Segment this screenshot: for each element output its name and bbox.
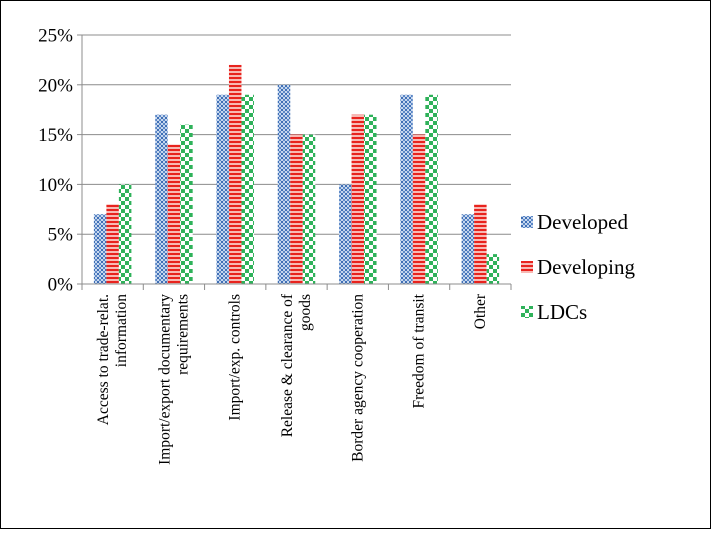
y-tick-label: 25%: [38, 26, 73, 47]
legend-swatch-developing: [521, 261, 533, 273]
bar-developing: [106, 204, 119, 284]
y-tick-label: 5%: [48, 225, 74, 246]
y-tick-label: 20%: [38, 75, 73, 96]
bar-ldcs: [486, 254, 500, 284]
bar-ldcs: [241, 94, 254, 284]
bar-developed: [277, 84, 291, 284]
bar-developed: [461, 214, 475, 284]
bar-developed: [93, 214, 107, 284]
bar-ldcs: [364, 114, 377, 285]
axes: [81, 35, 512, 290]
x-category-label: Border agency cooperation: [349, 294, 366, 462]
bars: [93, 64, 500, 285]
x-category-label: requirements: [174, 294, 191, 375]
bar-developing: [290, 134, 303, 284]
legend-swatch-ldcs: [521, 306, 533, 318]
y-tick-label: 15%: [38, 125, 73, 146]
legend-label-developed: Developed: [537, 210, 628, 234]
bar-ldcs: [425, 94, 438, 284]
bar-ldcs: [180, 124, 193, 284]
x-category-label: Freedom of transit: [411, 293, 428, 408]
x-axis-labels: Access to trade-relat. information Import/…: [95, 293, 489, 465]
bar-ldcs: [118, 184, 132, 284]
bar-ldcs: [302, 134, 316, 284]
bar-developed: [216, 94, 229, 284]
legend: Developed Developing LDCs: [521, 210, 635, 324]
legend-swatch-developed: [521, 216, 533, 228]
bar-developed: [400, 94, 413, 284]
y-tick-label: 10%: [38, 175, 73, 196]
x-category-label: Release & clearance of: [279, 293, 296, 437]
bar-developing: [474, 204, 487, 284]
x-category-label: Import/export documentary: [156, 294, 173, 465]
x-category-label: goods: [297, 294, 314, 331]
x-category-label: Access to trade-relat.: [95, 294, 112, 425]
x-category-label: information: [113, 294, 130, 367]
bar-developing: [351, 114, 365, 285]
y-axis-ticks: 0% 5% 10% 15% 20% 25%: [38, 26, 82, 296]
bar-developing: [167, 144, 181, 284]
x-category-label: Other: [472, 293, 489, 329]
legend-label-developing: Developing: [537, 255, 635, 279]
bar-developing: [228, 64, 242, 284]
bar-developed: [339, 184, 352, 284]
bar-developed: [155, 114, 168, 285]
y-tick-label: 0%: [48, 275, 74, 296]
x-category-label: Import/exp. controls: [227, 294, 244, 421]
bar-developing: [412, 134, 426, 284]
legend-label-ldcs: LDCs: [537, 300, 587, 324]
